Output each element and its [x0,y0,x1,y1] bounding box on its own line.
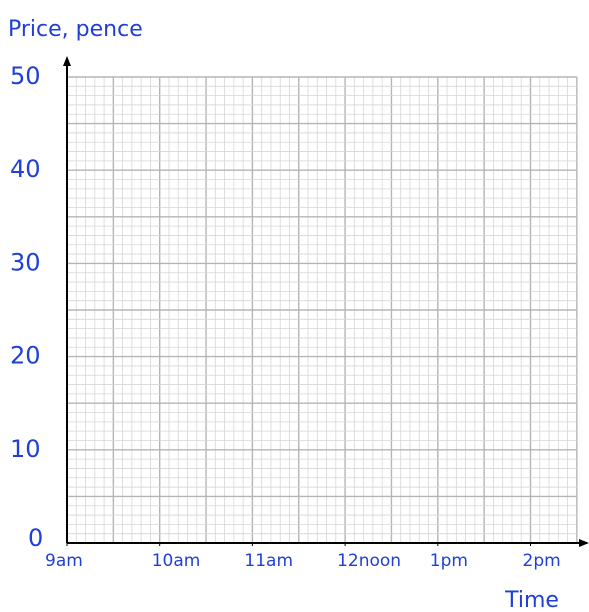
x-axis-label: Time [504,588,559,612]
x-tick-label: 9am [45,551,83,571]
x-tick-label: 2pm [523,551,561,571]
y-axis-label: Price, pence [8,17,143,42]
x-tick-label: 11am [244,551,293,571]
x-tick-label: 10am [152,551,201,571]
x-tick-label: 1pm [430,551,468,571]
y-tick-label: 40 [10,155,41,183]
y-tick-label: 20 [10,342,41,370]
y-tick-label: 10 [10,435,41,463]
x-tick-label: 12noon [337,551,401,571]
y-tick-label: 50 [10,62,41,90]
y-tick-label: 30 [10,248,41,276]
y-axis-arrow [63,56,71,66]
y-tick-label: 0 [28,524,43,552]
x-axis-arrow [579,539,589,547]
